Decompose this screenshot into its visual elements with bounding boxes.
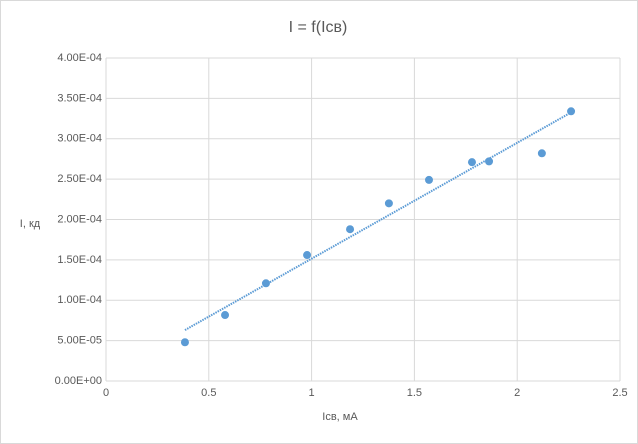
- y-tick-label: 3.50E-04: [57, 92, 102, 104]
- point: [221, 311, 230, 320]
- y-tick-label: 2.50E-04: [57, 173, 102, 185]
- x-tick-label: 0.5: [201, 387, 216, 399]
- y-tick-label: 4.00E-04: [57, 52, 102, 64]
- point: [303, 251, 312, 260]
- point: [346, 225, 355, 234]
- point: [261, 279, 270, 288]
- y-tick-label: 0.00E+00: [55, 375, 102, 387]
- x-tick-label: 1.5: [407, 387, 422, 399]
- point: [485, 157, 494, 166]
- y-axis-label: I, кд: [20, 218, 41, 230]
- x-tick-label: 2.5: [612, 387, 627, 399]
- point: [424, 175, 433, 184]
- x-axis-label: Iсв, мА: [322, 411, 358, 423]
- point: [537, 149, 546, 158]
- y-tick-label: 1.00E-04: [57, 294, 102, 306]
- x-tick-label: 0: [103, 387, 109, 399]
- trendline: [184, 111, 572, 331]
- y-tick-label: 1.50E-04: [57, 254, 102, 266]
- point: [384, 199, 393, 208]
- point: [180, 338, 189, 347]
- y-tick-label: 3.00E-04: [57, 133, 102, 145]
- point: [467, 158, 476, 167]
- chart-title: I = f(Iсв): [289, 19, 348, 36]
- point: [567, 107, 576, 116]
- y-tick-label: 5.00E-05: [57, 335, 102, 347]
- x-tick-label: 2: [514, 387, 520, 399]
- y-tick-label: 2.00E-04: [57, 213, 102, 225]
- x-tick-label: 1: [309, 387, 315, 399]
